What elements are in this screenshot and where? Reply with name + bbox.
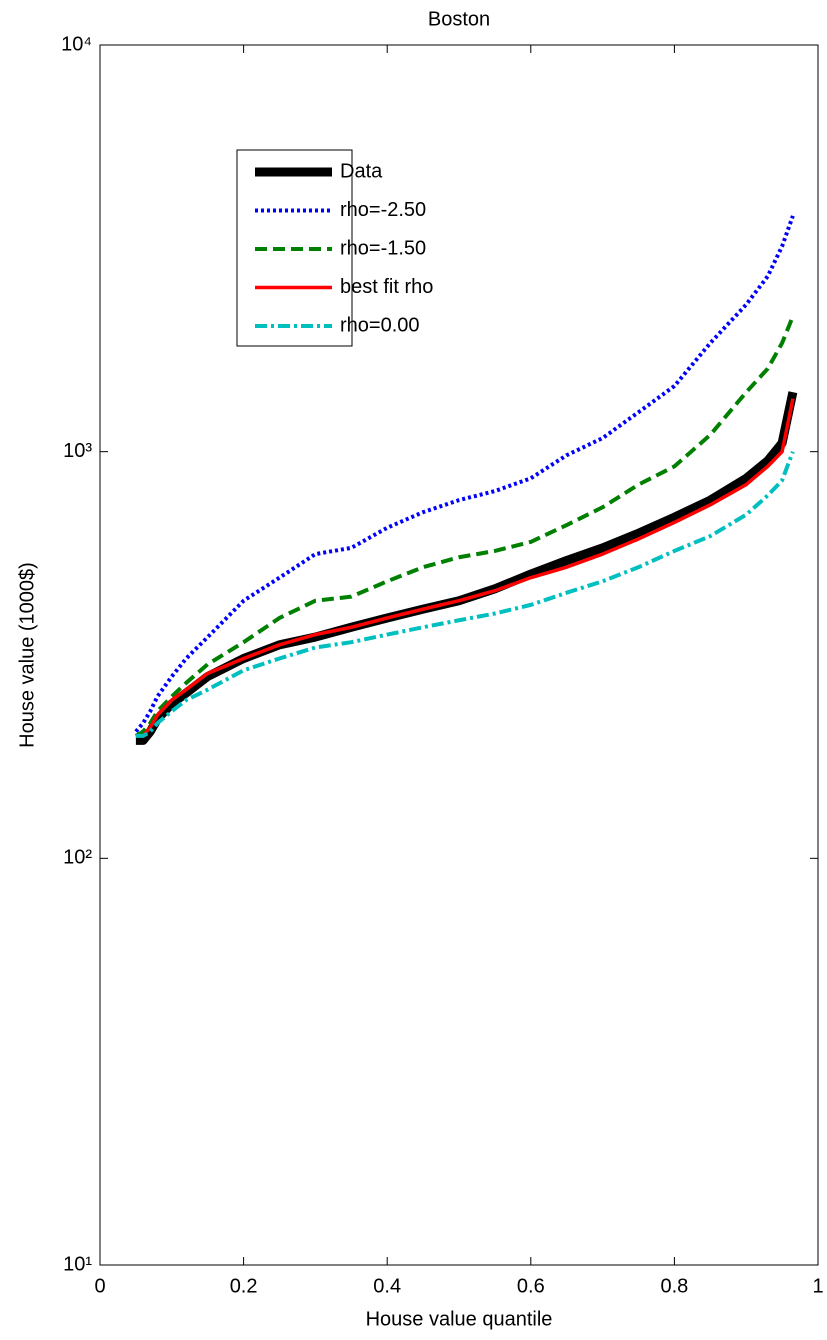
x-tick-label: 0.6	[517, 1275, 545, 1297]
series-line	[135, 398, 795, 738]
y-tick-label: 10²	[63, 847, 92, 869]
legend-label: Data	[340, 160, 383, 182]
y-tick-label: 10⁴	[61, 33, 92, 55]
x-axis-label: House value quantile	[366, 1308, 553, 1330]
series-line	[135, 450, 795, 738]
y-tick-label: 10¹	[63, 1253, 92, 1275]
x-tick-label: 0.8	[660, 1275, 688, 1297]
x-tick-label: 0	[94, 1275, 105, 1297]
legend-label: rho=0.00	[340, 314, 420, 336]
legend-label: rho=-1.50	[340, 237, 426, 259]
series-line	[135, 391, 798, 745]
chart-title: Boston	[428, 8, 490, 30]
x-tick-label: 0.4	[373, 1275, 401, 1297]
legend-label: best fit rho	[340, 276, 433, 298]
x-tick-label: 1	[812, 1275, 823, 1297]
y-axis-label: House value (1000$)	[16, 562, 38, 748]
series-line	[134, 215, 795, 733]
y-tick-label: 10³	[63, 440, 92, 462]
plot-frame	[99, 44, 819, 1266]
x-tick-label: 0.2	[230, 1275, 258, 1297]
legend-label: rho=-2.50	[340, 199, 426, 221]
